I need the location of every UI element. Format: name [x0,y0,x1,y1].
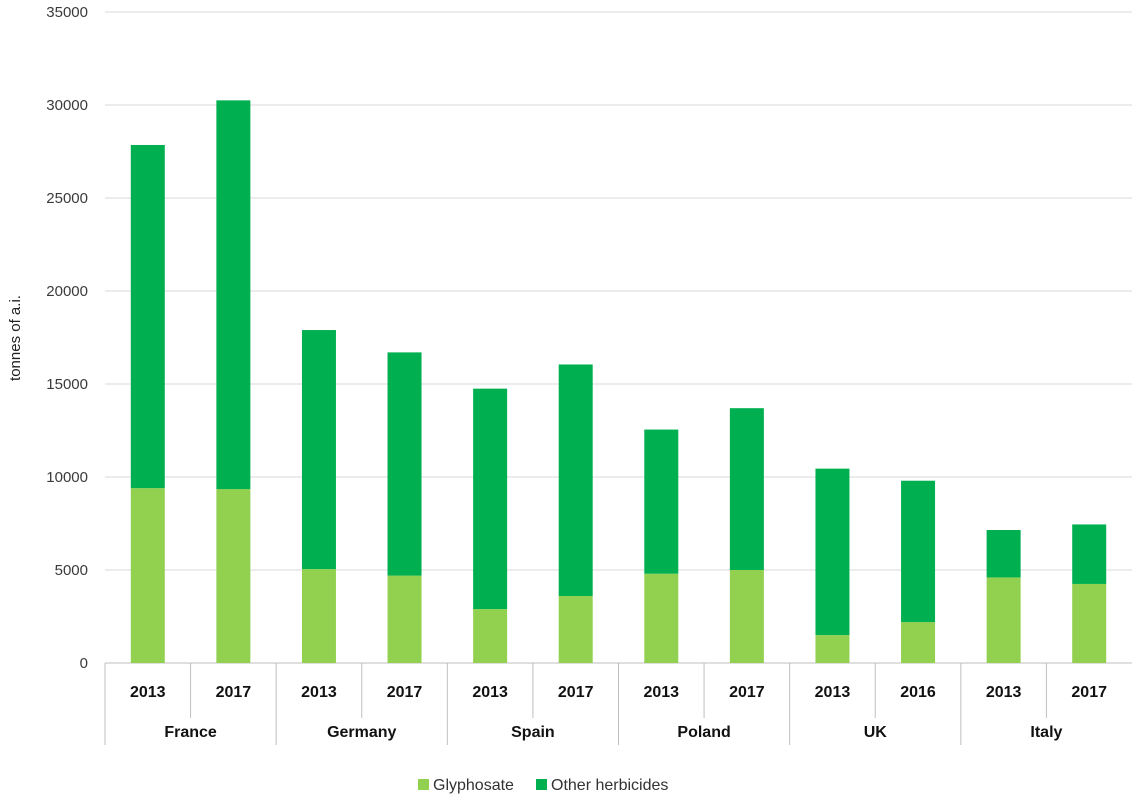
bar-segment-other-herbicides [986,530,1021,578]
x-tick-label-year: 2013 [643,684,679,701]
legend-swatch [536,779,547,790]
bar-segment-other-herbicides [901,480,936,623]
x-group-label: Italy [1030,724,1062,741]
bar-segment-glyphosate [216,489,251,663]
x-tick-label-year: 2017 [1071,684,1107,701]
gridlines [105,11,1132,664]
x-group-label: Poland [677,724,730,741]
legend-swatch [418,779,429,790]
bar-segment-glyphosate [473,609,508,663]
legend-label: Glyphosate [433,777,514,794]
y-tick-label: 10000 [46,469,88,486]
bar-segment-other-herbicides [387,352,422,576]
bar-segment-other-herbicides [644,429,679,574]
bar-segment-other-herbicides [1072,524,1107,584]
x-axis: 2013 2017 France 2013 2017 Germany 2013 2017 Spa… [104,663,1107,745]
x-group-label: Spain [511,724,555,741]
x-tick-label-year: 2017 [387,684,423,701]
legend: Glyphosate Other herbicides [418,777,668,794]
bar-segment-other-herbicides [729,408,764,570]
y-tick-label: 25000 [46,190,88,207]
y-axis-ticks: 0 5000 10000 15000 20000 25000 30000 35000 [46,4,88,672]
bar-segment-glyphosate [301,569,336,663]
bar-segment-other-herbicides [216,100,251,490]
x-group-label: UK [864,724,888,741]
bar-segment-glyphosate [558,596,593,663]
bar-segment-other-herbicides [130,144,165,489]
x-group-label: Germany [327,724,396,741]
bar-segment-other-herbicides [301,330,336,570]
x-tick-label-year: 2017 [558,684,594,701]
x-group-label: France [164,724,217,741]
y-tick-label: 5000 [55,562,88,579]
bar-segment-glyphosate [901,622,936,663]
bar-segment-glyphosate [729,570,764,663]
bar-segment-glyphosate [815,635,850,663]
bar-segment-glyphosate [130,488,165,663]
x-tick-label-year: 2016 [900,684,936,701]
y-tick-label: 0 [80,655,88,672]
y-axis-label: tonnes of a.i. [7,295,24,381]
x-tick-label-year: 2017 [729,684,765,701]
bars [130,100,1107,663]
x-tick-label-year: 2013 [815,684,851,701]
bar-segment-other-herbicides [473,388,508,610]
bar-segment-glyphosate [644,573,679,663]
y-tick-label: 15000 [46,376,88,393]
y-tick-label: 35000 [46,4,88,21]
y-tick-label: 20000 [46,283,88,300]
x-tick-label-year: 2013 [986,684,1022,701]
x-tick-label-year: 2017 [216,684,252,701]
y-tick-label: 30000 [46,97,88,114]
x-tick-label-year: 2013 [130,684,166,701]
bar-segment-glyphosate [1072,583,1107,663]
bar-segment-other-herbicides [815,468,850,636]
bar-segment-glyphosate [986,577,1021,663]
x-tick-label-year: 2013 [301,684,337,701]
bar-segment-glyphosate [387,575,422,663]
bar-segment-other-herbicides [558,364,593,597]
legend-label: Other herbicides [551,777,668,794]
x-tick-label-year: 2013 [472,684,508,701]
